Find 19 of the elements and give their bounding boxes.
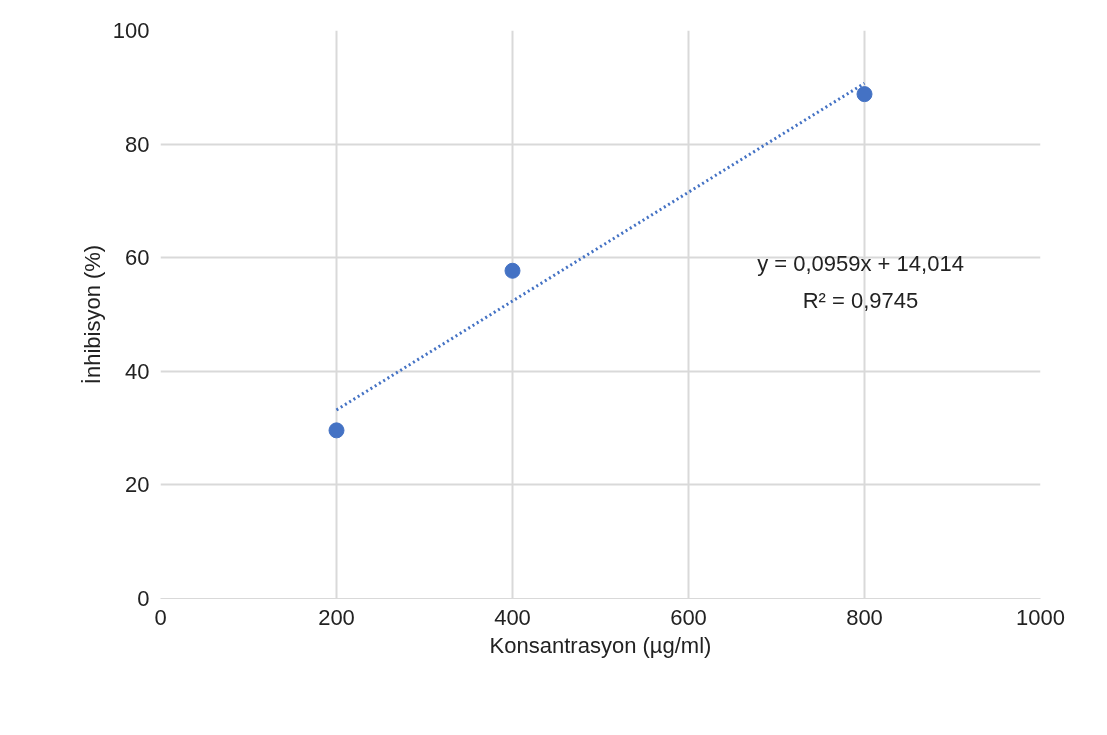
y-tick-label: 80 bbox=[125, 131, 150, 157]
x-axis-title: Konsantrasyon (µg/ml) bbox=[489, 632, 712, 658]
annotation: y = 0,0959x + 14,014 bbox=[757, 250, 964, 276]
y-axis-title: İnhibisyon (%) bbox=[79, 244, 105, 385]
y-tick-label: 60 bbox=[125, 245, 150, 271]
annotation: R² = 0,9745 bbox=[802, 287, 919, 313]
point bbox=[328, 422, 345, 439]
y-tick-label: 0 bbox=[137, 586, 150, 611]
x-tick-label: 400 bbox=[494, 604, 531, 630]
x-tick-label: 0 bbox=[154, 604, 167, 630]
point bbox=[856, 86, 873, 103]
y-tick-label: 20 bbox=[125, 472, 150, 498]
x-tick-label: 1000 bbox=[1016, 604, 1065, 630]
point bbox=[504, 262, 521, 279]
y-tick-label: 40 bbox=[125, 358, 150, 384]
x-tick-label: 200 bbox=[318, 604, 355, 630]
x-tick-label: 800 bbox=[846, 604, 883, 630]
x-tick-label: 600 bbox=[670, 604, 707, 630]
y-tick-label: 100 bbox=[112, 18, 150, 43]
